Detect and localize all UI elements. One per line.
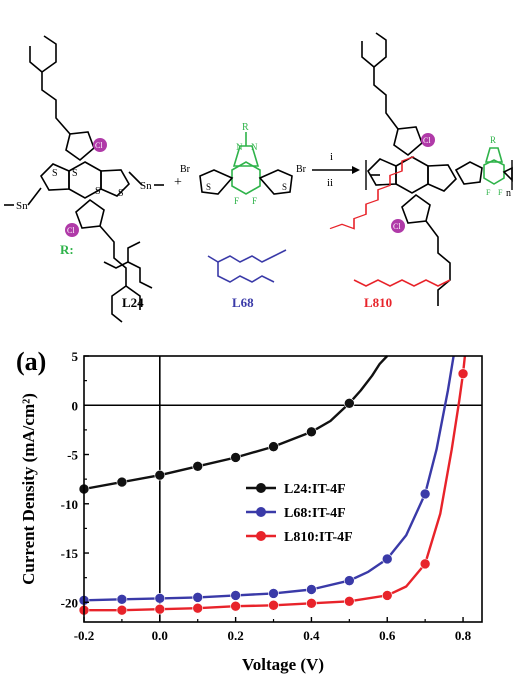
side-chain-l24-structure: [103, 241, 153, 289]
r-label: R: [242, 122, 249, 133]
cl-label: Cl: [95, 141, 103, 150]
y-tick-label: 5: [72, 349, 79, 364]
arrow-head: [352, 166, 360, 174]
x-tick-label: 0.8: [455, 628, 472, 643]
s-label: S: [52, 168, 58, 179]
x-tick-label: 0.4: [303, 628, 320, 643]
data-point: [154, 469, 166, 481]
repeat-n-label: n: [506, 188, 511, 199]
legend-label: L68:IT-4F: [284, 506, 346, 521]
f-label: F: [486, 188, 491, 197]
legend: L24:IT-4F L68:IT-4F L810:IT-4F: [246, 482, 353, 545]
data-point: [457, 368, 469, 380]
s-label: S: [95, 186, 101, 197]
panel-label: (a): [16, 347, 46, 376]
x-axis-label: Voltage (V): [242, 655, 324, 674]
data-point: [192, 602, 204, 614]
r-label: R: [490, 135, 496, 145]
data-point: [344, 575, 355, 586]
side-chain-l24-label: L24: [122, 295, 144, 310]
legend-marker: [256, 483, 266, 493]
data-point: [306, 597, 317, 609]
data-point: [154, 593, 166, 604]
y-tick-label: -20: [61, 595, 78, 610]
data-point: [306, 584, 317, 595]
jv-chart: (a) -0.2 0.0 0.2 0.4 0.6 0.8 5 0 -5 -10 -15 -20 L24…: [16, 347, 483, 674]
series-line-0: [83, 355, 389, 491]
data-point: [230, 452, 241, 463]
cl-marker: [391, 219, 405, 233]
f-label: F: [234, 196, 239, 206]
data-point: [268, 441, 279, 452]
n-label: N: [251, 142, 258, 152]
data-point: [230, 590, 241, 601]
series-line-2: [84, 355, 467, 612]
y-tick-label: 0: [72, 398, 79, 413]
legend-marker: [256, 507, 266, 517]
s-label: S: [282, 182, 287, 192]
data-point: [192, 461, 204, 472]
data-point: [419, 488, 431, 500]
data-point: [344, 397, 355, 409]
data-point: [381, 590, 393, 601]
y-tick-label: -5: [67, 448, 78, 463]
side-chain-l68-structure: [207, 249, 287, 283]
cl-label: Cl: [393, 222, 401, 231]
data-point: [306, 426, 317, 438]
data-point: [116, 594, 128, 605]
plus-sign: +: [174, 175, 182, 190]
axis-ticks: -0.2 0.0 0.2 0.4 0.6 0.8 5 0 -5 -10 -15 -20: [61, 349, 472, 643]
data-point: [381, 553, 393, 565]
side-chain-l68-label: L68: [232, 295, 254, 310]
polymer-product-structure: [361, 32, 513, 306]
y-tick-label: -15: [61, 546, 79, 561]
f-label: F: [498, 188, 503, 197]
br-label: Br: [296, 164, 307, 175]
x-tick-label: -0.2: [74, 628, 95, 643]
data-point: [268, 588, 279, 599]
sn-label-left: Sn: [16, 200, 28, 212]
data-point: [230, 600, 241, 612]
f-label: F: [252, 196, 257, 206]
r-colon-label: R:: [60, 242, 74, 257]
s-label: S: [206, 182, 211, 192]
synthesis-scheme: Sn Sn S S S S Cl Cl + R N N F F Br Br S …: [4, 32, 513, 323]
left-monomer-structure: [4, 35, 164, 323]
cl-marker: [93, 138, 107, 152]
data-point: [344, 596, 355, 607]
legend-marker: [256, 531, 266, 541]
data-point: [116, 604, 128, 616]
data-point: [116, 476, 128, 488]
x-tick-label: 0.2: [227, 628, 243, 643]
data-point: [419, 558, 431, 570]
x-tick-label: 0.0: [152, 628, 168, 643]
legend-label: L810:IT-4F: [284, 530, 353, 545]
plot-frame: [83, 355, 483, 623]
y-axis-label: Current Density (mA/cm²): [19, 393, 38, 585]
cl-label: Cl: [67, 226, 75, 235]
series-markers: [78, 368, 469, 616]
s-label: S: [72, 168, 78, 179]
y-tick-label: -10: [61, 497, 78, 512]
side-chain-l810-structure: [329, 156, 451, 287]
data-point: [154, 603, 166, 615]
cl-marker: [421, 133, 435, 147]
sn-label-right: Sn: [140, 180, 152, 192]
middle-monomer-structure: [199, 132, 293, 195]
side-chain-l810-label: L810: [364, 295, 392, 310]
br-label: Br: [180, 164, 191, 175]
x-tick-label: 0.6: [379, 628, 396, 643]
legend-label: L24:IT-4F: [284, 482, 346, 497]
zero-axis-lines: [84, 356, 482, 622]
cl-label: Cl: [423, 136, 431, 145]
n-label: N: [236, 142, 243, 152]
s-label: S: [118, 188, 124, 199]
data-point: [192, 592, 204, 603]
step-i-label: i: [330, 151, 333, 163]
cl-marker: [65, 223, 79, 237]
data-point: [268, 599, 279, 611]
series-curves: [83, 355, 467, 612]
step-ii-label: ii: [327, 177, 333, 189]
